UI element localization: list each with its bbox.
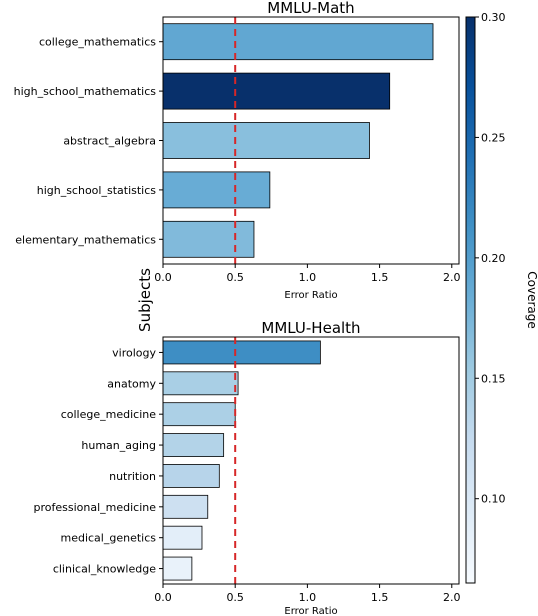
health-bar [162, 556, 193, 581]
health-bar [162, 371, 239, 396]
health-bar [162, 433, 225, 457]
health-x-tick-label: 1.5 [371, 591, 389, 604]
colorbar-ticks: 0.10 0.15 0.20 0.25 0.30 [475, 11, 506, 506]
math-title: MMLU-Math [267, 0, 354, 17]
health-x-tick-label: 0.0 [154, 591, 172, 604]
math-category-label: high_school_statistics [37, 184, 157, 197]
math-panel: MMLU-Math college_mathematics high_school… [14, 0, 461, 301]
health-category-label: virology [112, 346, 156, 359]
colorbar-gradient [465, 16, 476, 584]
colorbar-tick-label: 0.25 [481, 131, 506, 144]
health-panel: MMLU-Health virology anatomy college_medic… [33, 319, 460, 616]
health-category-label: nutrition [109, 470, 156, 483]
health-x-axis-label: Error Ratio [284, 606, 337, 616]
math-category-label: elementary_mathematics [15, 233, 156, 246]
math-bar [162, 171, 271, 209]
colorbar-tick-label: 0.10 [481, 493, 506, 506]
health-category-label: clinical_knowledge [53, 563, 156, 576]
math-bar [162, 220, 255, 258]
math-x-axis-label: Error Ratio [284, 290, 337, 301]
math-category-label: college_mathematics [39, 36, 156, 49]
health-plot-frame [162, 336, 460, 585]
colorbar-tick-label: 0.15 [481, 372, 506, 385]
health-bar [162, 494, 209, 519]
math-x-tick-label: 1.0 [299, 271, 317, 284]
health-bar [162, 340, 321, 365]
health-x-axis: 0.0 0.5 1.0 1.5 2.0 [154, 584, 461, 604]
math-x-tick-label: 2.0 [443, 271, 461, 284]
health-x-tick-label: 1.0 [299, 591, 317, 604]
math-bar [162, 23, 434, 61]
health-x-tick-label: 0.5 [226, 591, 244, 604]
health-title: MMLU-Health [261, 319, 360, 337]
y-axis-label: Subjects [136, 268, 154, 332]
health-category-label: professional_medicine [33, 501, 156, 514]
math-bar [162, 72, 391, 110]
colorbar: 0.10 0.15 0.20 0.25 0.30 Coverage [465, 11, 538, 584]
health-category-label: medical_genetics [60, 532, 156, 545]
colorbar-label: Coverage [525, 271, 538, 329]
math-bar [162, 122, 370, 159]
health-category-labels: virology anatomy college_medicine human_agi… [33, 346, 163, 576]
colorbar-tick-label: 0.20 [481, 252, 506, 265]
health-bar [162, 464, 220, 488]
math-category-label: high_school_mathematics [14, 85, 157, 98]
health-bars [162, 340, 321, 581]
health-category-label: college_medicine [61, 408, 157, 421]
math-bars [162, 23, 434, 258]
math-category-labels: college_mathematics high_school_mathemati… [14, 36, 163, 246]
math-plot-frame [162, 16, 460, 265]
health-x-tick-label: 2.0 [443, 591, 461, 604]
math-x-tick-label: 0.5 [226, 271, 244, 284]
math-x-tick-label: 0.0 [154, 271, 172, 284]
health-bar [162, 402, 236, 427]
math-x-tick-label: 1.5 [371, 271, 389, 284]
health-category-label: anatomy [107, 377, 156, 390]
health-bar [162, 525, 203, 550]
math-category-label: abstract_algebra [63, 135, 156, 148]
colorbar-tick-label: 0.30 [481, 11, 506, 24]
math-x-axis: 0.0 0.5 1.0 1.5 2.0 [154, 264, 461, 284]
health-category-label: human_aging [81, 439, 156, 452]
